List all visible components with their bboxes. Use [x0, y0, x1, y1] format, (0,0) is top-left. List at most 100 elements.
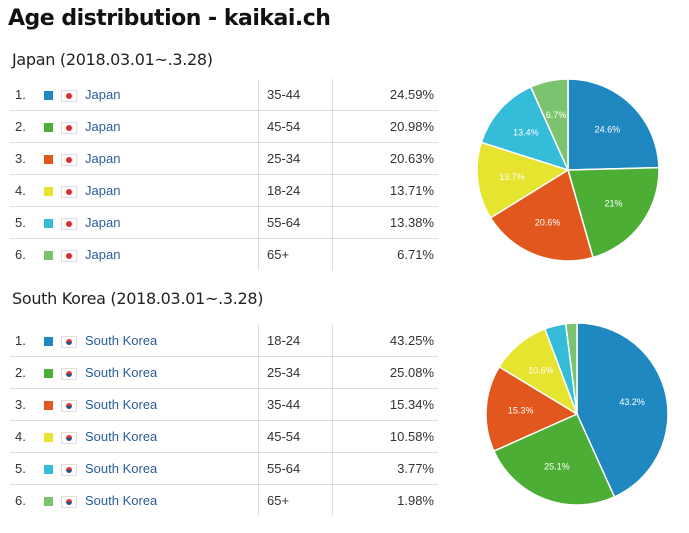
table-row: 5. Japan 55-64 13.38% [10, 206, 438, 239]
country-link[interactable]: South Korea [85, 493, 158, 508]
country-link[interactable]: South Korea [85, 397, 158, 412]
percent-cell: 43.25% [332, 325, 438, 357]
rank: 3. [10, 388, 40, 421]
flag-icon [61, 89, 77, 102]
slice-label: 6.7% [546, 110, 567, 120]
pie-slice [567, 78, 660, 171]
korea-pie-chart: 43.2% 25.1% 15.3% 10.6% [485, 322, 669, 506]
rank: 4. [10, 174, 40, 207]
age-cell: 55-64 [258, 452, 333, 485]
legend-swatch [44, 337, 53, 347]
pie-slice [492, 413, 616, 506]
page-title: Age distribution - kaikai.ch [8, 6, 331, 31]
age-cell: 18-24 [258, 325, 333, 357]
age-cell: 18-24 [258, 174, 333, 207]
legend-swatch [44, 497, 53, 507]
age-cell: 25-34 [258, 142, 333, 175]
age-cell: 45-54 [258, 110, 333, 143]
korea-section-title: South Korea (2018.03.01~.3.28) [12, 289, 264, 308]
rank: 5. [10, 206, 40, 239]
flag-icon [61, 185, 77, 198]
pie-slice [576, 322, 669, 498]
rank: 3. [10, 142, 40, 175]
flag-icon [61, 153, 77, 166]
percent-cell: 1.98% [332, 484, 438, 516]
percent-cell: 13.71% [332, 174, 438, 207]
pie-slice [567, 166, 660, 259]
age-cell: 65+ [258, 238, 333, 270]
legend-swatch [44, 465, 53, 475]
country-link[interactable]: Japan [85, 183, 121, 198]
slice-label: 43.2% [619, 397, 645, 407]
country-link[interactable]: Japan [85, 247, 121, 262]
age-cell: 45-54 [258, 420, 333, 453]
flag-icon [61, 217, 77, 230]
table-row: 3. South Korea 35-44 15.34% [10, 388, 438, 421]
rank: 1. [10, 325, 40, 357]
table-row: 4. South Korea 45-54 10.58% [10, 420, 438, 453]
country-link[interactable]: South Korea [85, 429, 158, 444]
slice-label: 20.6% [535, 218, 561, 228]
pie-slice [480, 85, 570, 172]
pie-slice [564, 322, 578, 415]
country-link[interactable]: South Korea [85, 365, 158, 380]
age-cell: 35-44 [258, 79, 333, 111]
flag-icon [61, 431, 77, 444]
pie-slice [485, 365, 579, 453]
table-row: 1. South Korea 18-24 43.25% [10, 325, 438, 357]
legend-swatch [44, 401, 53, 411]
percent-cell: 15.34% [332, 388, 438, 421]
percent-cell: 20.63% [332, 142, 438, 175]
pie-slice [529, 78, 569, 171]
slice-label: 13.7% [499, 172, 525, 182]
flag-icon [61, 367, 77, 380]
percent-cell: 10.58% [332, 420, 438, 453]
flag-icon [61, 249, 77, 262]
table-row: 6. Japan 65+ 6.71% [10, 238, 438, 270]
country-link[interactable]: South Korea [85, 461, 158, 476]
legend-swatch [44, 91, 53, 101]
age-cell: 25-34 [258, 356, 333, 389]
table-row: 1. Japan 35-44 24.59% [10, 79, 438, 111]
rank: 1. [10, 79, 40, 111]
percent-cell: 24.59% [332, 79, 438, 111]
table-row: 3. Japan 25-34 20.63% [10, 142, 438, 175]
legend-swatch [44, 219, 53, 229]
legend-swatch [44, 433, 53, 443]
country-link[interactable]: South Korea [85, 333, 158, 348]
flag-icon [61, 335, 77, 348]
percent-cell: 25.08% [332, 356, 438, 389]
table-row: 6. South Korea 65+ 1.98% [10, 484, 438, 516]
japan-pie-chart: 24.6% 21% 20.6% 13.7% 13.4% 6.7% [476, 78, 660, 262]
pie-slice [476, 141, 570, 219]
flag-icon [61, 495, 77, 508]
legend-swatch [44, 251, 53, 261]
legend-swatch [44, 187, 53, 197]
rank: 6. [15, 247, 26, 262]
percent-cell: 6.71% [332, 238, 438, 270]
age-cell: 65+ [258, 484, 333, 516]
rank: 4. [10, 420, 40, 453]
country-link[interactable]: Japan [85, 87, 121, 102]
slice-label: 15.3% [508, 405, 534, 415]
legend-swatch [44, 123, 53, 133]
rank: 2. [10, 110, 40, 143]
flag-icon [61, 463, 77, 476]
country-link[interactable]: Japan [85, 215, 121, 230]
flag-icon [61, 121, 77, 134]
rank: 6. [15, 493, 26, 508]
slice-label: 21% [604, 198, 622, 208]
slice-label: 24.6% [595, 125, 621, 135]
table-row: 2. Japan 45-54 20.98% [10, 110, 438, 143]
legend-swatch [44, 369, 53, 379]
table-row: 4. Japan 18-24 13.71% [10, 174, 438, 207]
country-link[interactable]: Japan [85, 151, 121, 166]
age-cell: 35-44 [258, 388, 333, 421]
slice-label: 13.4% [513, 127, 539, 137]
age-cell: 55-64 [258, 206, 333, 239]
slice-label: 10.6% [528, 366, 554, 376]
flag-icon [61, 399, 77, 412]
japan-table: 1. Japan 35-44 24.59% 2. Japan 45-54 20.9… [10, 79, 438, 270]
country-link[interactable]: Japan [85, 119, 121, 134]
legend-swatch [44, 155, 53, 165]
